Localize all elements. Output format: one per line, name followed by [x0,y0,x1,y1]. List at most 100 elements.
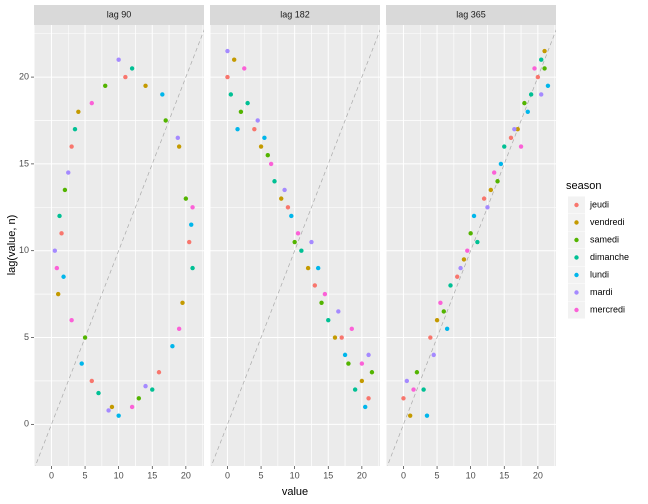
point [448,283,453,288]
point [89,100,94,106]
point [170,344,175,349]
point [89,378,94,384]
point [72,126,78,132]
point [332,335,338,340]
point [231,57,237,62]
point [295,231,301,236]
point [349,326,354,332]
point [542,66,547,71]
point [225,48,230,54]
point [461,257,467,262]
point [106,408,111,413]
point [346,361,351,366]
y-tick-label: 5 [24,332,29,342]
point [528,92,534,97]
legend-marker [574,307,579,313]
point [54,265,60,271]
legend-label: vendredi [590,217,625,227]
point [238,109,244,115]
point [156,370,162,375]
point [342,352,348,358]
x-tick-label: 20 [181,470,191,480]
x-tick-label: 20 [533,470,543,480]
y-axis-title: lag(value, n) [6,215,18,276]
point [272,179,277,184]
point [363,404,368,410]
point [421,387,426,392]
panel [34,25,204,466]
legend-label: jeudi [589,199,609,209]
panel [210,25,380,466]
point [176,326,182,332]
point [163,118,168,123]
x-tick-label: 10 [290,470,300,480]
point [502,144,507,149]
strip [34,5,204,25]
point [339,335,344,340]
x-tick-label: 0 [225,470,230,480]
point [69,144,74,149]
point [52,248,58,253]
point [366,396,371,401]
y-tick-label: 10 [19,245,29,255]
point [545,83,551,88]
point [255,118,260,123]
strip-text: lag 182 [280,9,310,19]
point [431,352,436,358]
legend-label: mardi [590,287,613,297]
point [57,213,62,219]
point [59,231,64,236]
legend-marker [574,220,579,225]
point [190,205,195,210]
point [428,335,433,340]
point [312,283,318,288]
point [129,404,135,410]
x-tick-label: 20 [357,470,367,480]
point [468,231,473,236]
point [265,153,270,158]
point [136,396,142,401]
point [498,161,504,167]
point [366,352,371,358]
point [66,170,71,175]
point [539,57,544,62]
point [336,309,341,314]
point [289,213,294,219]
point [143,383,148,389]
y-tick-label: 20 [19,71,29,81]
point [160,92,165,97]
point [411,387,416,392]
point [189,222,194,227]
point [242,66,247,71]
point [285,205,291,210]
point [109,404,115,410]
point [352,387,358,392]
point [326,317,331,323]
point [434,317,440,323]
x-tick-label: 10 [466,470,476,480]
point [55,291,61,297]
point [116,413,121,418]
legend-marker [574,202,579,208]
legend-marker [574,237,579,243]
panel [386,25,556,466]
point [61,274,66,279]
legend-label: samedi [590,234,619,244]
strip [386,5,556,25]
point [407,413,413,418]
point [79,361,84,366]
point [62,187,68,193]
point [512,126,517,132]
point [535,74,541,80]
x-tick-label: 0 [401,470,406,480]
point [491,170,497,175]
x-tick-label: 15 [499,470,509,480]
diagonal [386,29,556,466]
point [495,179,500,184]
point [116,57,121,62]
x-tick-label: 10 [114,470,124,480]
legend-label: lundi [590,269,609,279]
point [438,300,443,305]
x-tick-label: 5 [83,470,88,480]
legend-label: mercredi [590,304,625,314]
